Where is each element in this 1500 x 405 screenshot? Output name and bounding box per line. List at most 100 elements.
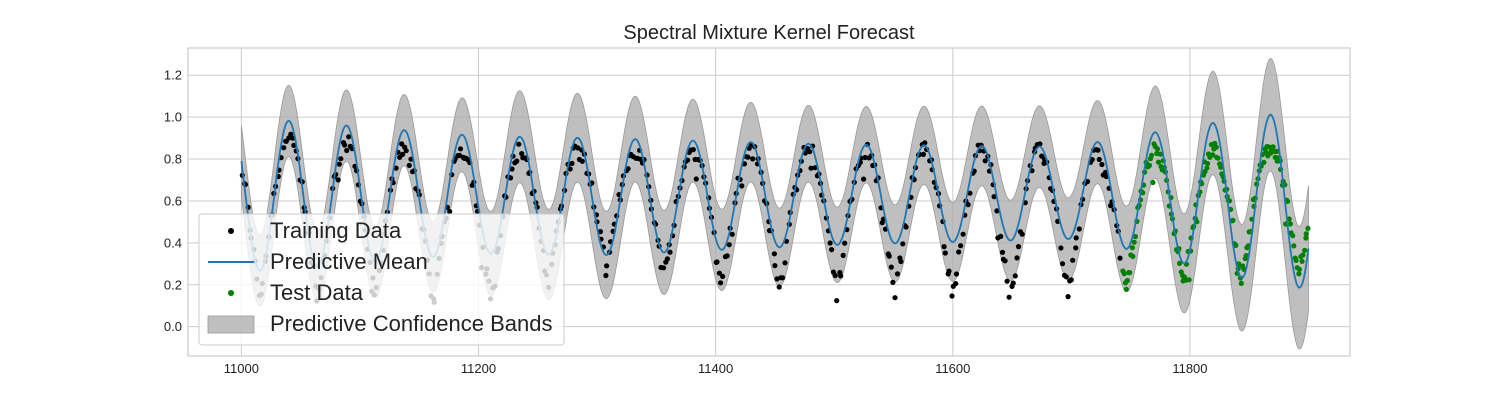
x-tick-label: 11800 bbox=[1172, 361, 1207, 376]
training-point bbox=[832, 272, 838, 279]
test-point bbox=[1285, 198, 1291, 204]
training-point bbox=[745, 154, 751, 160]
training-point bbox=[567, 166, 573, 172]
training-point bbox=[890, 279, 896, 285]
test-point bbox=[1243, 253, 1249, 259]
training-point bbox=[507, 175, 514, 181]
training-point bbox=[861, 176, 867, 182]
training-point bbox=[780, 275, 786, 281]
training-point bbox=[1117, 255, 1123, 261]
test-point bbox=[1157, 151, 1163, 157]
training-point bbox=[1095, 147, 1101, 153]
training-point bbox=[1037, 141, 1043, 147]
training-point bbox=[739, 183, 745, 189]
training-point bbox=[1073, 235, 1079, 241]
training-point bbox=[519, 151, 525, 157]
test-point bbox=[1150, 179, 1156, 186]
training-point bbox=[1076, 226, 1082, 232]
test-point bbox=[1300, 252, 1306, 258]
training-point bbox=[994, 208, 1000, 214]
training-point bbox=[597, 229, 604, 235]
training-point bbox=[291, 142, 297, 148]
test-point bbox=[1303, 231, 1309, 237]
training-point bbox=[514, 158, 520, 164]
legend-test-marker bbox=[228, 290, 234, 296]
training-point bbox=[1015, 244, 1022, 250]
training-point bbox=[575, 145, 581, 151]
test-point bbox=[1186, 277, 1192, 283]
training-point bbox=[346, 134, 352, 140]
training-point bbox=[1002, 258, 1008, 264]
legend-band-label: Predictive Confidence Bands bbox=[270, 311, 553, 336]
test-point bbox=[1296, 271, 1302, 277]
training-point bbox=[982, 158, 988, 164]
test-point bbox=[1205, 161, 1211, 167]
y-tick-label: 1.0 bbox=[164, 110, 182, 125]
test-point bbox=[1131, 239, 1137, 245]
test-point bbox=[1210, 152, 1216, 158]
training-point bbox=[960, 231, 966, 237]
y-axis-ticks: 0.0 0.2 0.4 0.6 0.8 1.0 1.2 bbox=[164, 68, 182, 334]
test-point bbox=[1155, 159, 1162, 165]
training-point bbox=[903, 224, 909, 230]
test-point bbox=[1176, 260, 1183, 266]
training-point bbox=[625, 166, 631, 172]
training-point bbox=[958, 243, 964, 249]
training-point bbox=[829, 247, 835, 253]
test-point bbox=[1270, 144, 1276, 150]
training-point bbox=[941, 244, 947, 250]
legend-training-marker bbox=[228, 228, 234, 234]
training-point bbox=[965, 202, 971, 208]
training-point bbox=[946, 268, 952, 274]
test-point bbox=[1302, 247, 1308, 253]
test-point bbox=[1296, 266, 1302, 272]
legend-test-label: Test Data bbox=[270, 280, 364, 305]
training-point bbox=[400, 151, 406, 157]
test-point bbox=[1146, 162, 1153, 168]
training-point bbox=[812, 165, 818, 171]
y-tick-label: 1.2 bbox=[164, 68, 182, 83]
training-point bbox=[1019, 231, 1025, 237]
training-point bbox=[1059, 261, 1066, 267]
legend-mean-label: Predictive Mean bbox=[270, 249, 428, 274]
training-point bbox=[1084, 178, 1091, 185]
training-point bbox=[1103, 173, 1109, 180]
training-point bbox=[807, 149, 813, 155]
test-point bbox=[1261, 159, 1267, 165]
test-point bbox=[1218, 164, 1224, 170]
test-point bbox=[1303, 235, 1309, 241]
legend-box bbox=[198, 213, 565, 346]
training-point bbox=[838, 273, 844, 279]
x-tick-label: 11200 bbox=[461, 361, 496, 376]
training-point bbox=[720, 273, 726, 279]
training-point bbox=[716, 270, 723, 276]
training-point bbox=[1073, 245, 1079, 251]
legend-band-marker bbox=[207, 315, 255, 334]
training-point bbox=[288, 131, 294, 137]
test-point bbox=[1233, 242, 1239, 248]
training-point bbox=[403, 148, 409, 154]
training-point bbox=[1004, 278, 1010, 284]
training-point bbox=[956, 249, 962, 255]
test-point bbox=[1305, 225, 1311, 231]
predictive-mean-layer bbox=[240, 113, 1310, 289]
training-point bbox=[967, 190, 973, 196]
training-point bbox=[942, 250, 948, 256]
training-point bbox=[281, 145, 287, 151]
training-point bbox=[516, 141, 522, 147]
test-point bbox=[1123, 286, 1129, 292]
training-point bbox=[808, 165, 814, 171]
training-point bbox=[842, 240, 848, 246]
training-point bbox=[338, 156, 344, 162]
training-point bbox=[1010, 280, 1016, 286]
training-point bbox=[892, 295, 898, 301]
training-point bbox=[900, 241, 906, 247]
training-point bbox=[693, 176, 699, 182]
x-tick-label: 11000 bbox=[224, 361, 259, 376]
training-point bbox=[1089, 157, 1095, 163]
training-point bbox=[336, 161, 342, 167]
training-point bbox=[685, 157, 691, 163]
training-point bbox=[579, 158, 585, 164]
y-tick-label: 0.4 bbox=[164, 235, 182, 250]
